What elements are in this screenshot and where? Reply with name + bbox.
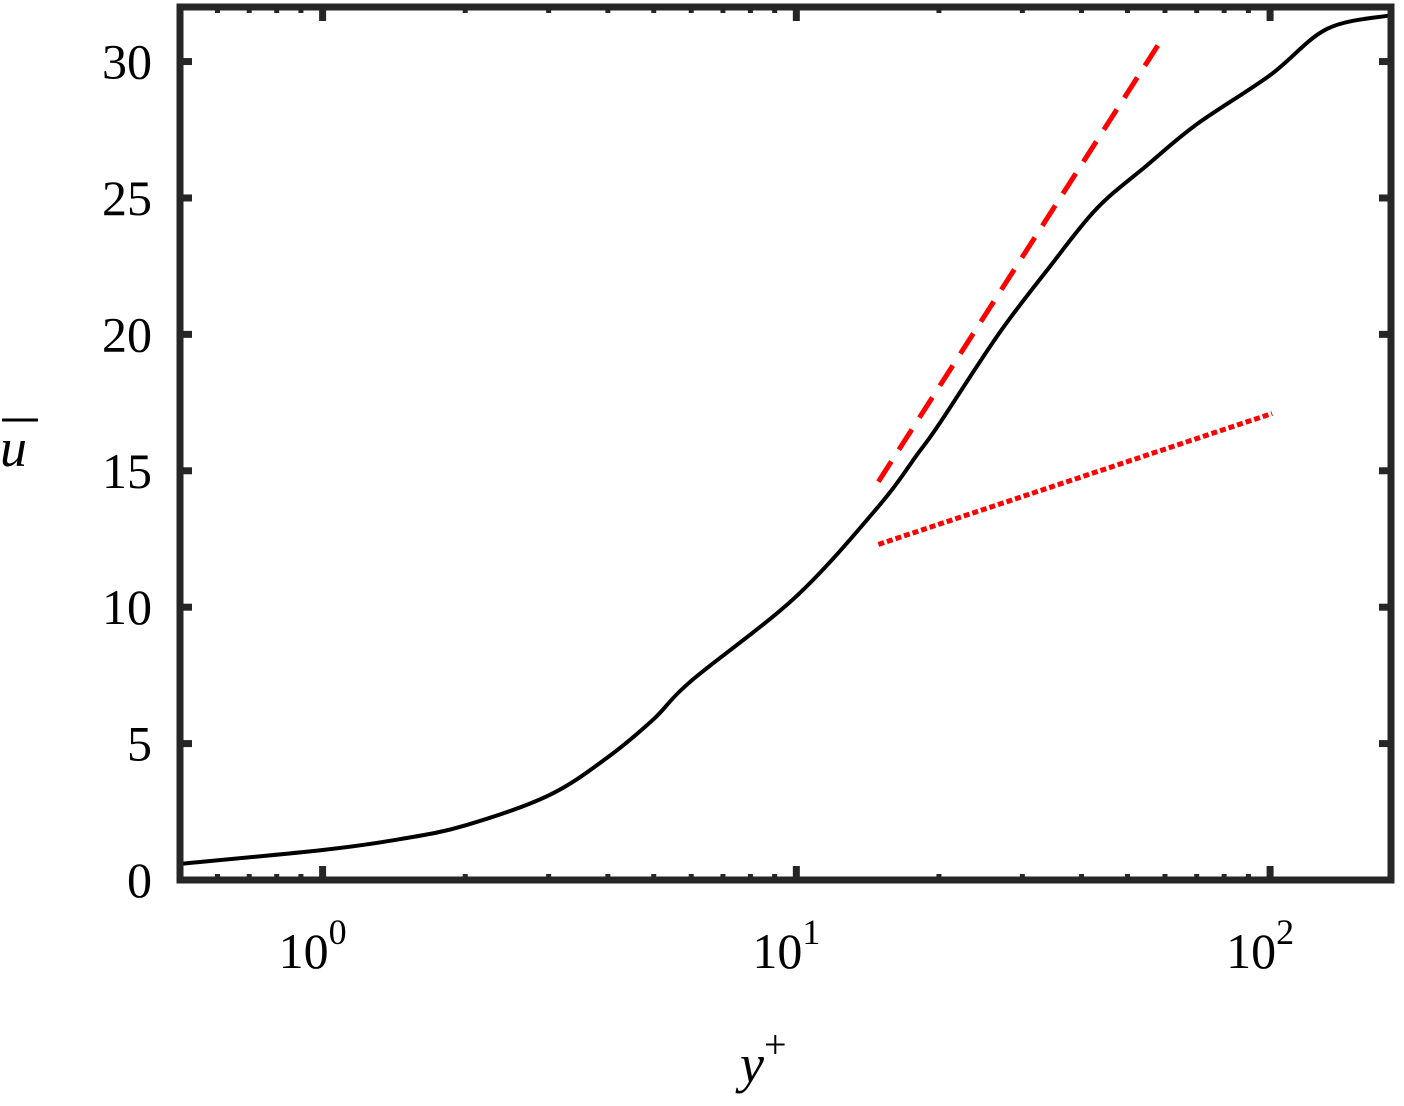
y-tick-label: 30 <box>102 34 152 90</box>
y-tick-label: 15 <box>102 443 152 499</box>
series-dotted-line <box>877 411 1273 547</box>
y-tick-label: 25 <box>102 170 152 226</box>
y-tick-label: 10 <box>102 579 152 635</box>
x-tick-label: 101 <box>752 912 820 979</box>
plot-lines <box>179 13 1392 866</box>
series-dashed-line <box>876 35 1166 484</box>
y-axis-label-text: u <box>0 418 27 478</box>
y-tick-labels: 0 5 10 15 20 25 30 <box>102 34 152 908</box>
x-tick-label: 102 <box>1226 912 1294 979</box>
y-tick-label: 5 <box>127 716 152 772</box>
x-tick-labels: 100 101 102 <box>279 912 1294 979</box>
x-axis-label-sup: + <box>764 1022 787 1067</box>
series-solid-line <box>179 13 1392 866</box>
plot-frame <box>176 3 1395 884</box>
y-tick-label: 20 <box>102 306 152 362</box>
x-axis-label: y+ <box>735 1022 787 1094</box>
y-axis-label: u <box>0 418 38 478</box>
x-tick-label: 100 <box>279 912 347 979</box>
svg-text:y+: y+ <box>735 1022 787 1094</box>
x-axis-label-base: y <box>735 1034 764 1094</box>
y-tick-label: 0 <box>127 852 152 908</box>
axis-ticks <box>177 7 1391 884</box>
